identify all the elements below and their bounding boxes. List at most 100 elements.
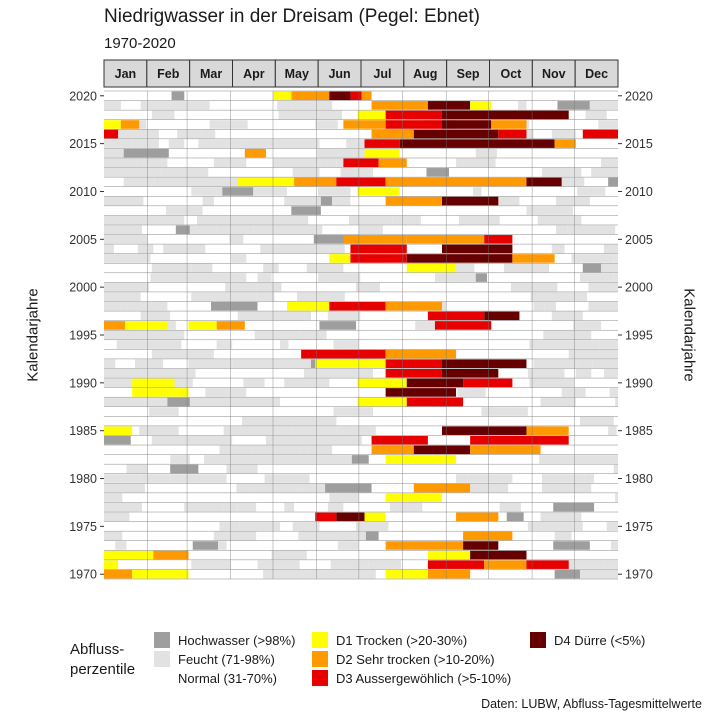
- cell-d1: [132, 388, 189, 397]
- month-strip-box: [189, 59, 234, 88]
- cell-feucht: [163, 244, 206, 254]
- cell-d3: [350, 91, 362, 101]
- cell-feucht: [570, 340, 600, 349]
- cell-d2: [385, 349, 457, 359]
- cell-feucht: [277, 426, 293, 435]
- month-label: Nov: [542, 67, 566, 81]
- cell-feucht: [265, 435, 297, 445]
- cell-d1: [132, 378, 175, 388]
- cell-feucht: [104, 483, 145, 493]
- cell-d3: [385, 120, 442, 129]
- cell-feucht: [223, 426, 264, 435]
- cell-feucht: [599, 340, 618, 349]
- cell-d3: [371, 435, 428, 445]
- cell-feucht: [233, 215, 259, 225]
- month-strip-box: [403, 59, 448, 88]
- cell-feucht: [613, 254, 618, 263]
- month-strip-box: [574, 59, 619, 88]
- cell-feucht: [610, 541, 618, 550]
- cell-feucht: [298, 531, 321, 541]
- cell-feucht: [263, 263, 279, 273]
- cell-feucht: [303, 455, 352, 464]
- cell-d3: [470, 435, 569, 445]
- cell-feucht: [136, 158, 168, 168]
- cell-d1: [364, 148, 400, 158]
- cell-d2: [470, 445, 541, 455]
- cell-feucht: [518, 101, 527, 110]
- cell-feucht: [343, 569, 376, 579]
- cell-feucht: [104, 139, 133, 148]
- cell-d2: [371, 445, 414, 455]
- cell-feucht: [144, 397, 168, 407]
- cell-hochwasser: [291, 206, 321, 215]
- cell-d1: [357, 378, 407, 388]
- cell-feucht: [481, 407, 528, 416]
- legend-item-hochwasser: Hochwasser (>98%): [154, 632, 295, 648]
- cell-feucht: [544, 302, 557, 311]
- cell-feucht: [104, 168, 150, 177]
- cell-d2: [385, 196, 442, 206]
- cell-d3: [315, 512, 337, 522]
- cell-feucht: [315, 120, 338, 129]
- cell-d1: [315, 359, 386, 368]
- cell-feucht: [189, 397, 234, 407]
- legend-swatch: [154, 632, 170, 648]
- cell-feucht: [472, 187, 482, 196]
- cell-feucht: [257, 273, 272, 282]
- y-tick-label-right: 1985: [625, 424, 653, 438]
- cell-feucht: [320, 531, 355, 541]
- cell-feucht: [140, 311, 171, 321]
- cell-d2: [371, 129, 414, 139]
- cell-feucht: [191, 263, 213, 273]
- cell-feucht: [203, 455, 220, 464]
- cell-feucht: [149, 407, 179, 416]
- cell-feucht: [168, 139, 185, 148]
- y-tick-label-right: 1980: [625, 472, 653, 486]
- cell-feucht: [227, 292, 257, 302]
- y-axis-label-right: Kalendarjahre: [680, 288, 698, 382]
- cell-feucht: [603, 560, 618, 569]
- y-tick-label-right: 2020: [625, 89, 653, 103]
- cell-feucht: [232, 359, 281, 368]
- legend-title-line2: perzentile: [70, 661, 136, 678]
- cell-feucht: [182, 474, 227, 483]
- cell-d1: [385, 455, 457, 464]
- legend-item-d4: D4 Dürre (<5%): [530, 632, 645, 648]
- cell-feucht: [318, 187, 351, 196]
- cell-feucht: [277, 101, 293, 110]
- cell-hochwasser: [325, 483, 372, 493]
- cell-feucht: [541, 474, 585, 483]
- cell-d2: [491, 120, 527, 129]
- month-strip-box: [446, 59, 490, 88]
- cell-feucht: [142, 340, 182, 349]
- legend-swatch: [154, 670, 170, 686]
- cell-feucht: [170, 455, 190, 464]
- cell-feucht: [588, 282, 618, 292]
- cell-feucht: [585, 110, 607, 120]
- legend-label: D4 Dürre (<5%): [554, 632, 646, 648]
- cell-d4: [406, 254, 513, 263]
- cell-feucht: [579, 416, 614, 426]
- cell-hochwasser: [222, 187, 254, 196]
- cell-d3: [484, 235, 513, 244]
- y-tick-label-left: 1995: [69, 329, 97, 343]
- cell-hochwasser: [553, 502, 595, 512]
- cell-feucht: [318, 273, 361, 282]
- cell-d4: [329, 91, 351, 101]
- cell-feucht: [271, 550, 307, 560]
- cell-d2: [406, 235, 485, 244]
- cell-feucht: [333, 407, 373, 416]
- cell-feucht: [249, 483, 299, 493]
- cell-feucht: [578, 455, 611, 464]
- cell-feucht: [104, 282, 150, 292]
- y-axis-label-left: Kalendarjahre: [24, 288, 42, 382]
- cell-hochwasser: [320, 196, 333, 206]
- cell-d1: [188, 321, 217, 330]
- cell-feucht: [104, 254, 151, 263]
- cell-feucht: [392, 215, 421, 225]
- cell-feucht: [170, 474, 183, 483]
- legend-label: D1 Trocken (>20-30%): [336, 632, 468, 648]
- cell-feucht: [284, 196, 313, 206]
- y-tick-label-right: 2010: [625, 185, 653, 199]
- cell-hochwasser: [365, 531, 379, 541]
